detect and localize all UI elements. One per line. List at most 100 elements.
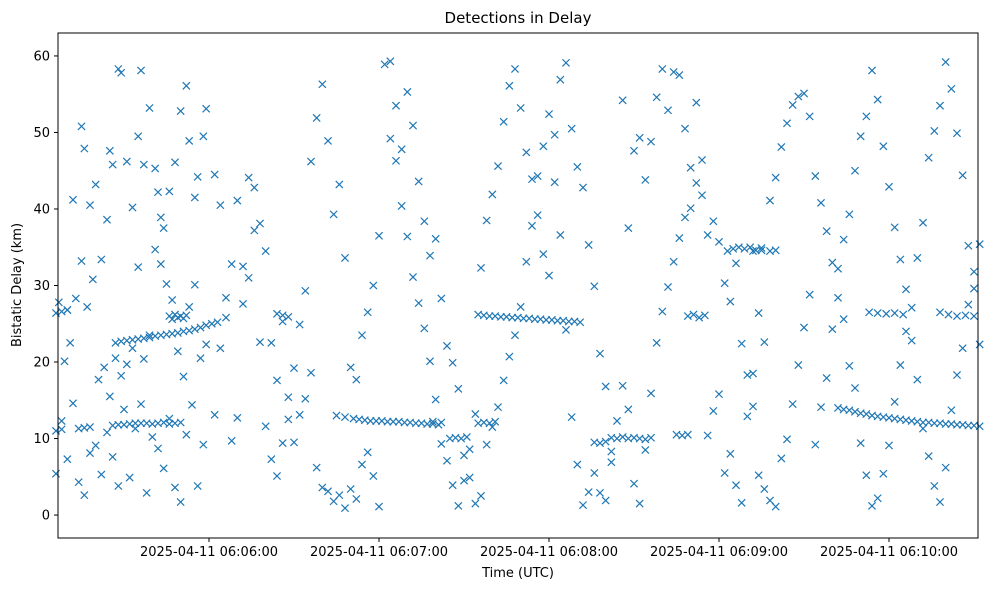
y-tick-label: 20 <box>33 356 50 371</box>
data-point <box>947 406 956 415</box>
data-point <box>952 129 962 138</box>
data-point <box>646 433 656 442</box>
data-point <box>182 81 191 90</box>
data-point <box>182 430 191 439</box>
data-point <box>482 440 491 449</box>
data-point <box>941 419 950 429</box>
data-point <box>816 403 826 412</box>
data-point <box>289 438 299 447</box>
data-point <box>465 473 474 482</box>
data-point <box>176 107 185 116</box>
data-point <box>884 441 894 450</box>
data-point <box>261 247 270 256</box>
data-point <box>539 250 548 259</box>
x-tick-label: 2025-04-11 06:06:00 <box>140 545 278 560</box>
data-point <box>703 431 712 440</box>
data-point <box>102 215 112 224</box>
data-point <box>873 494 882 503</box>
data-point <box>816 198 826 207</box>
data-point <box>692 178 701 187</box>
data-point <box>369 281 378 290</box>
data-point <box>527 175 537 184</box>
data-point <box>185 302 194 311</box>
data-point <box>629 479 639 488</box>
data-point <box>935 498 945 507</box>
data-point <box>340 413 350 422</box>
data-point <box>488 190 497 199</box>
data-point <box>389 417 398 426</box>
data-point <box>703 230 712 240</box>
data-point <box>352 375 361 384</box>
data-point <box>726 449 735 458</box>
data-point <box>924 153 933 162</box>
data-point <box>907 303 916 312</box>
data-point <box>867 66 877 75</box>
data-point <box>726 297 735 306</box>
data-point <box>128 203 137 212</box>
data-point <box>952 312 962 321</box>
data-point <box>890 223 899 232</box>
data-point <box>697 155 707 165</box>
data-point <box>969 312 979 321</box>
y-tick-label: 10 <box>33 432 50 447</box>
data-point <box>709 406 718 416</box>
data-point <box>522 257 531 266</box>
data-point <box>312 113 321 122</box>
data-point <box>255 219 265 228</box>
data-point <box>873 95 882 104</box>
data-point <box>145 331 154 340</box>
data-point <box>590 282 599 291</box>
data-point <box>913 375 922 384</box>
data-point <box>363 308 372 317</box>
data-point <box>68 195 78 204</box>
data-point <box>193 172 202 181</box>
data-point <box>618 96 627 105</box>
data-point <box>312 463 321 472</box>
data-point <box>176 418 185 427</box>
data-point <box>83 302 92 311</box>
data-point <box>176 498 185 507</box>
data-point <box>680 213 690 222</box>
data-point <box>117 371 126 380</box>
data-point <box>901 285 911 294</box>
data-point <box>729 244 738 253</box>
data-point <box>788 100 797 109</box>
data-point <box>117 68 126 77</box>
x-tick-label: 2025-04-11 06:08:00 <box>480 545 618 560</box>
data-point <box>111 354 120 363</box>
data-point <box>771 246 780 255</box>
data-point <box>771 502 780 511</box>
data-point <box>482 216 491 225</box>
data-point <box>168 296 177 305</box>
data-point <box>578 501 588 510</box>
data-point <box>420 324 429 333</box>
data-point <box>91 441 100 450</box>
data-point <box>420 217 429 226</box>
data-point <box>272 471 282 481</box>
data-point <box>284 312 293 321</box>
data-point <box>431 234 440 243</box>
data-point <box>148 432 157 442</box>
data-point <box>964 300 973 309</box>
data-point <box>196 323 205 332</box>
data-point <box>743 412 752 421</box>
data-point <box>635 133 644 142</box>
data-point <box>159 464 168 473</box>
data-point <box>332 411 341 420</box>
data-point <box>346 363 355 372</box>
data-point <box>669 67 678 77</box>
data-point <box>805 290 814 299</box>
data-point <box>182 311 191 320</box>
data-point <box>924 452 933 461</box>
data-point <box>533 211 542 220</box>
data-point <box>675 71 684 80</box>
data-point <box>85 449 95 458</box>
data-point <box>77 122 86 131</box>
data-point <box>386 57 395 66</box>
data-point <box>646 137 656 146</box>
data-point <box>658 64 667 73</box>
data-point <box>890 397 899 406</box>
data-point <box>760 485 769 494</box>
data-point <box>646 389 656 398</box>
data-point <box>867 501 877 510</box>
